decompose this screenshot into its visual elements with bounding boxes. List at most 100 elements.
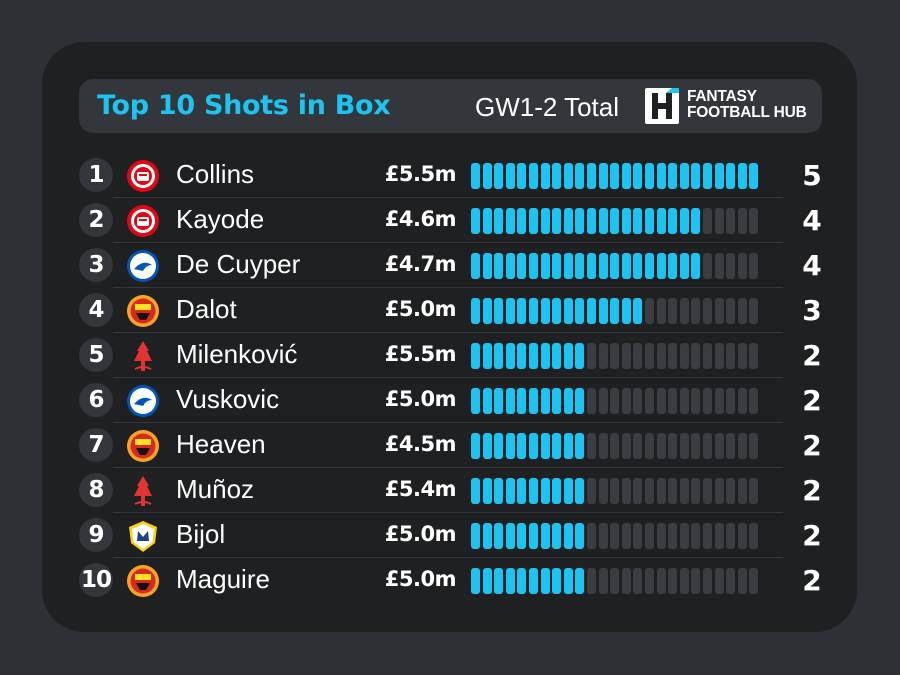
leeds-crest-icon [129, 521, 157, 552]
bar-segment-empty [668, 433, 678, 459]
bar-segment-empty [703, 208, 712, 234]
bar-segment-filled [517, 433, 527, 459]
row-divider [113, 557, 783, 558]
table-row: 6 Vuskovic £5.0m 2 [0, 378, 900, 422]
bar-segment-filled [540, 298, 550, 324]
table-row: 9 Bijol £5.0m 2 [0, 513, 900, 557]
bar-segment-empty [645, 343, 654, 369]
bar-segment-empty [610, 523, 620, 549]
data-label: 2 [802, 339, 822, 372]
bar-segment-filled [575, 343, 585, 369]
bar-segment-filled [529, 253, 538, 279]
bar-segment-empty [587, 343, 596, 369]
bar-segment-empty [645, 433, 654, 459]
bar-segment-filled [552, 388, 562, 414]
bar-segment-filled [529, 478, 538, 504]
bar-segment-filled [529, 568, 538, 594]
bar-segment-filled [563, 208, 573, 234]
bar-segment-empty [656, 298, 666, 324]
bar-segment-empty [726, 523, 736, 549]
bar-segment-empty [587, 433, 596, 459]
bar-segment-empty [737, 433, 747, 459]
bar-segment-empty [749, 433, 759, 459]
bar-segment-empty [633, 388, 643, 414]
bar-segment-empty [656, 523, 666, 549]
rank-number: 9 [88, 522, 104, 548]
bar-segment-empty [645, 478, 654, 504]
player-price: £5.0m [384, 387, 457, 411]
bar-segment-empty [749, 298, 759, 324]
bar-segment-filled [482, 163, 492, 189]
bar-segment-empty [679, 298, 689, 324]
player-price: £5.5m [384, 162, 457, 186]
bar-segment-filled [691, 208, 701, 234]
bar-segment-empty [691, 388, 701, 414]
bar-segment-filled [575, 298, 585, 324]
bar-segment-filled [482, 208, 492, 234]
bar-segment-empty [656, 343, 666, 369]
bar-segment-empty [749, 478, 759, 504]
bar-segment-filled [668, 253, 678, 279]
bar-segment-filled [540, 478, 550, 504]
data-label: 5 [802, 159, 822, 192]
bar-segment-filled [552, 163, 562, 189]
data-label: 2 [802, 564, 822, 597]
bar-segment-empty [703, 388, 712, 414]
bar-segment-empty [703, 298, 712, 324]
bar-segment-filled [517, 568, 527, 594]
bar-segment-empty [679, 478, 689, 504]
bar-segment-filled [552, 433, 562, 459]
bar-segment-filled [563, 433, 573, 459]
bar-segment-filled [505, 163, 515, 189]
bar-segment-empty [691, 478, 701, 504]
bar-segment-empty [610, 343, 620, 369]
data-label: 2 [802, 384, 822, 417]
bar-segment-empty [633, 523, 643, 549]
bar-segment-filled [517, 163, 527, 189]
bar-segment-filled [633, 253, 643, 279]
bar-segment-filled [482, 523, 492, 549]
bar-segment-filled [482, 343, 492, 369]
row-divider [113, 242, 783, 243]
chart-header [79, 79, 822, 133]
bar-segment-filled [610, 253, 620, 279]
bar-segment-filled [482, 433, 492, 459]
bar-segment-empty [737, 388, 747, 414]
bar-segment-empty [621, 388, 631, 414]
bar [471, 433, 761, 459]
bar-segment-empty [668, 478, 678, 504]
data-label: 2 [802, 474, 822, 507]
bar-segment-filled [505, 433, 515, 459]
bar-segment-filled [563, 298, 573, 324]
player-price: £5.5m [384, 342, 457, 366]
bar-segment-filled [540, 343, 550, 369]
bar-segment-filled [471, 343, 480, 369]
data-label: 2 [802, 519, 822, 552]
bar-segment-filled [471, 298, 480, 324]
bar-segment-filled [563, 523, 573, 549]
bar-segment-filled [517, 253, 527, 279]
rank-number: 5 [88, 342, 104, 368]
bar-segment-filled [621, 163, 631, 189]
bar-segment-filled [517, 343, 527, 369]
bar-segment-filled [471, 388, 480, 414]
bar-segment-empty [703, 253, 712, 279]
bar-segment-empty [703, 478, 712, 504]
bar-segment-filled [471, 253, 480, 279]
bar-segment-filled [633, 163, 643, 189]
bar-segment-empty [679, 433, 689, 459]
bar-segment-filled [517, 523, 527, 549]
bar-segment-empty [714, 208, 724, 234]
bar-segment-empty [587, 523, 596, 549]
data-label: 4 [802, 249, 822, 282]
bar [471, 568, 761, 594]
row-divider [113, 332, 783, 333]
bar-segment-empty [633, 568, 643, 594]
row-divider [113, 197, 783, 198]
bar-segment-empty [737, 298, 747, 324]
brighton-crest-icon [127, 250, 159, 282]
player-name: Kayode [176, 204, 265, 234]
bar-segment-empty [610, 568, 620, 594]
rank-badge [79, 563, 113, 597]
bar-segment-filled [610, 208, 620, 234]
